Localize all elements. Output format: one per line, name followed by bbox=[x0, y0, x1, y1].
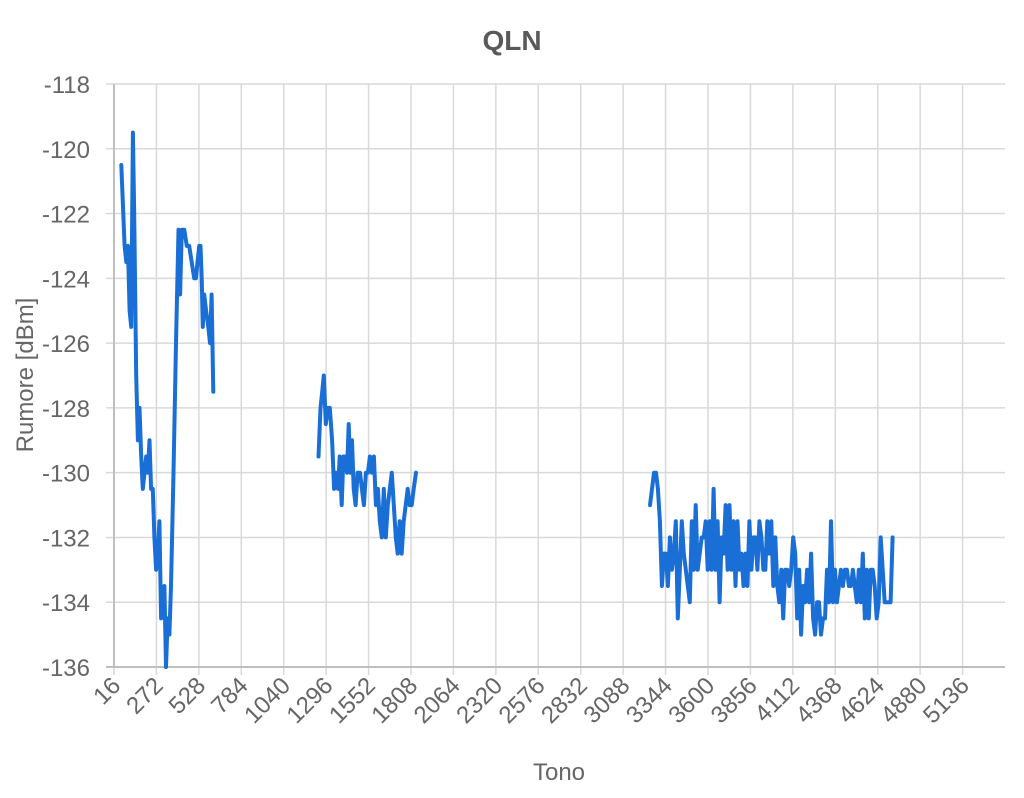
y-tick-labels: -118 -120 -122 -124 -126 -128 -130 -132 -134 -136 bbox=[42, 72, 90, 682]
x-tick-labels: 1627252878410401296155218082064232025762… bbox=[88, 672, 975, 729]
x-axis-label: Tono bbox=[533, 759, 585, 786]
y-tick-label: -124 bbox=[42, 266, 90, 293]
series-line-segment bbox=[648, 470, 895, 637]
series-lines bbox=[119, 130, 895, 669]
x-tick-label: 2832 bbox=[536, 672, 593, 729]
x-tick-label: 1808 bbox=[366, 672, 423, 729]
chart-title: QLN bbox=[482, 25, 541, 56]
y-tick-label: -132 bbox=[42, 525, 90, 552]
x-tick-label: 2064 bbox=[409, 672, 466, 729]
series-line-segment bbox=[316, 373, 418, 556]
y-axis-label: Rumore [dBm] bbox=[12, 298, 39, 453]
x-tick-label: 4880 bbox=[876, 672, 933, 729]
y-tick-label: -122 bbox=[42, 202, 90, 229]
x-tick-label: 4368 bbox=[791, 672, 848, 729]
x-tick-label: 5136 bbox=[918, 672, 975, 729]
x-tick-label: 1552 bbox=[324, 672, 381, 729]
y-tick-label: -130 bbox=[42, 461, 90, 488]
x-tick-label: 272 bbox=[121, 672, 168, 719]
x-tick-label: 3088 bbox=[579, 672, 636, 729]
x-tick-label: 16 bbox=[88, 672, 126, 710]
x-tick-label: 3344 bbox=[621, 672, 678, 729]
x-tick-label: 528 bbox=[164, 672, 211, 719]
y-tick-label: -118 bbox=[44, 72, 90, 99]
y-tick-label: -134 bbox=[42, 590, 90, 617]
x-tick-label: 1040 bbox=[239, 672, 296, 729]
y-tick-label: -120 bbox=[42, 137, 90, 164]
x-tick-label: 3856 bbox=[706, 672, 763, 729]
x-tick-label: 3600 bbox=[663, 672, 720, 729]
y-tick-label: -136 bbox=[42, 655, 90, 682]
x-tick-label: 2320 bbox=[451, 672, 508, 729]
x-tick-label: 4112 bbox=[750, 672, 806, 728]
x-tick-label: 1296 bbox=[282, 672, 339, 729]
x-tick-label: 2576 bbox=[494, 672, 551, 729]
y-tick-label: -128 bbox=[42, 396, 90, 423]
y-tick-label: -126 bbox=[42, 331, 90, 358]
x-tick-label: 4624 bbox=[833, 672, 890, 729]
series-line-segment bbox=[119, 130, 216, 669]
